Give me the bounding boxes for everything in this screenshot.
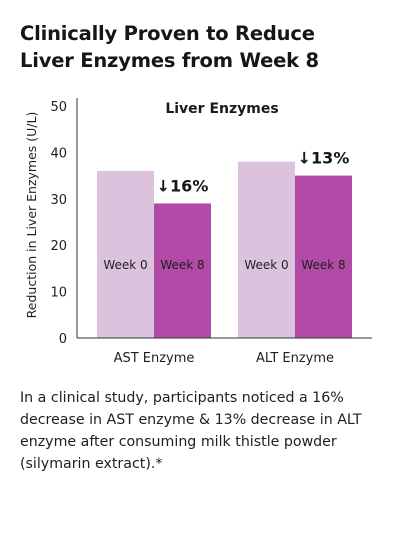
y-tick-label-5: 50 [50,100,67,115]
bar-alt-enzyme-week-8 [295,175,352,338]
y-axis-ticks: 0 10 20 30 40 50 [50,100,67,347]
bar-labels-group: Week 0 Week 8 AST Enzyme ↓16% Week 0 Week 8 AL… [103,149,349,366]
bar-chart-svg: Reduction in Liver Enzymes (U/L) Liver E… [24,98,372,366]
bar-ast-enzyme-week-8 [154,203,211,338]
liver-enzymes-chart: Reduction in Liver Enzymes (U/L) Liver E… [24,98,372,366]
bar-series-label-0-0: Week 0 [103,258,147,272]
y-tick-label-3: 30 [50,193,67,208]
bar-series-label-1-0: Week 0 [244,258,288,272]
caption-text: In a clinical study, participants notice… [20,390,362,472]
y-tick-label-4: 40 [50,146,67,161]
headline-line-1: Clinically Proven to Reduce [20,22,315,45]
reduction-annotation-1: ↓13% [298,149,350,168]
headline: Clinically Proven to Reduce Liver Enzyme… [20,20,390,74]
reduction-annotation-0: ↓16% [157,176,209,195]
y-axis-label: Reduction in Liver Enzymes (U/L) [24,112,39,319]
x-category-label-0: AST Enzyme [114,351,195,366]
y-tick-label-0: 0 [59,332,67,347]
bar-alt-enzyme-week-0 [238,161,295,338]
y-tick-label-1: 10 [50,286,67,301]
bar-ast-enzyme-week-0 [97,170,154,338]
y-tick-label-2: 20 [50,239,67,254]
bar-series-label-0-1: Week 8 [160,258,204,272]
chart-title: Liver Enzymes [165,101,278,117]
x-category-label-1: ALT Enzyme [256,351,334,366]
bar-series-label-1-1: Week 8 [301,258,345,272]
headline-line-2: Liver Enzymes from Week 8 [20,49,319,72]
bars-group [97,161,352,338]
